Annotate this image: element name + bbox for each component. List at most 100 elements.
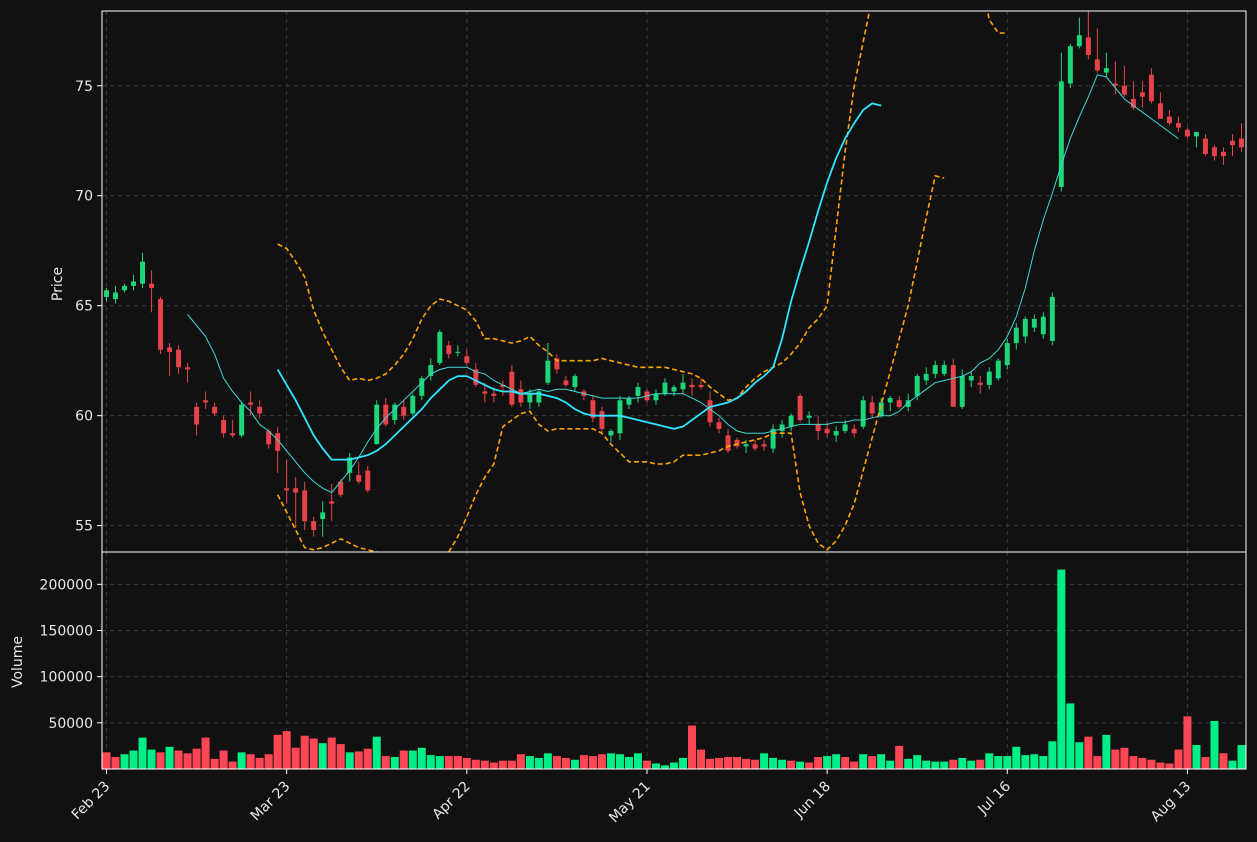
candle-body [1157, 103, 1163, 119]
candle-body [374, 404, 380, 445]
volume-bar [327, 737, 336, 769]
candle-body [1085, 37, 1091, 55]
volume-bar [264, 754, 273, 769]
volume-bar [507, 760, 516, 769]
candle-body [599, 411, 605, 429]
volume-bar [174, 750, 183, 769]
candle-body [887, 398, 893, 403]
volume-bar [1030, 754, 1039, 769]
candle-body [1193, 131, 1199, 137]
volume-axis-label: Volume [10, 636, 26, 688]
candle-body [959, 376, 965, 407]
volume-bar [886, 760, 895, 769]
volume-tick-label: 200000 [40, 577, 93, 593]
volume-bar [399, 750, 408, 769]
candle-body [1040, 316, 1046, 335]
candle-body [671, 387, 677, 392]
candle-body [239, 404, 245, 436]
volume-bar [300, 735, 309, 769]
volume-bar [1084, 736, 1093, 769]
volume-bar [471, 759, 480, 769]
volume-bar [543, 753, 552, 769]
candle-body [869, 402, 875, 414]
volume-bar [453, 756, 462, 769]
candle-body [122, 285, 127, 291]
volume-bar [724, 756, 733, 769]
candle-body [977, 382, 983, 385]
candle-body [734, 439, 740, 447]
volume-bar [417, 747, 426, 769]
candle-body [716, 422, 722, 429]
candle-body [590, 400, 596, 418]
candle-body [743, 444, 749, 447]
volume-bar [255, 757, 264, 769]
candle-body [833, 431, 839, 436]
candle-body [608, 431, 614, 436]
volume-bar [210, 758, 219, 769]
candle-body [302, 490, 308, 522]
volume-bar [1129, 756, 1138, 769]
candle-body [149, 283, 155, 289]
candle-body [518, 389, 524, 403]
candle-body [392, 404, 398, 421]
candle-body [1166, 116, 1172, 124]
volume-bar [814, 756, 823, 769]
candle-body [275, 433, 281, 451]
price-tick-label: 60 [75, 409, 93, 425]
candle-body [617, 400, 623, 434]
candle-body [572, 376, 578, 388]
candle-body [428, 365, 434, 377]
candle-body [203, 400, 209, 403]
volume-bar [444, 756, 453, 769]
candle-body [383, 404, 389, 425]
candle-body [311, 521, 317, 531]
volume-bar [111, 756, 120, 769]
volume-bar [985, 753, 994, 769]
candle-body [662, 382, 668, 394]
candle-body [860, 400, 866, 427]
volume-bar [1048, 741, 1057, 769]
candle-body [356, 475, 362, 482]
volume-bar [913, 755, 922, 769]
volume-bar [841, 756, 850, 769]
volume-bar [1219, 753, 1228, 769]
volume-tick-label: 150000 [40, 623, 93, 639]
candle-body [1184, 129, 1190, 137]
volume-bar [426, 755, 435, 769]
volume-tick-label: 100000 [40, 670, 93, 686]
candle-body [455, 351, 461, 353]
volume-bar [1183, 716, 1192, 769]
volume-bar [1156, 762, 1165, 769]
candle-body [104, 290, 109, 297]
candle-body [320, 512, 326, 520]
candle-body [257, 406, 263, 414]
candle-body [752, 444, 758, 449]
volume-bar [291, 747, 300, 769]
price-axis-label: Price [50, 267, 66, 301]
candle-body [635, 387, 641, 396]
bollinger-lower-line [276, 174, 945, 552]
volume-bar [805, 762, 814, 769]
volume-bar [246, 754, 255, 769]
candle-body [779, 424, 785, 432]
volume-bar [516, 754, 525, 769]
volume-bar [922, 760, 931, 769]
candle-body [797, 395, 803, 421]
candles-group [104, 11, 1244, 552]
volume-bar [147, 749, 156, 769]
volume-bar [390, 756, 399, 769]
candle-body [293, 488, 299, 493]
candle-body [1121, 85, 1127, 95]
volume-bar [859, 754, 868, 769]
volume-bar [868, 756, 877, 769]
volume-bar [895, 745, 904, 769]
volume-bar [1192, 744, 1201, 769]
volume-bar [345, 752, 354, 769]
candle-body [932, 365, 938, 374]
candle-body [284, 488, 290, 491]
volume-bar [525, 756, 534, 769]
volume-bar [823, 756, 832, 769]
volume-bar [282, 731, 291, 769]
candle-body [419, 378, 425, 396]
